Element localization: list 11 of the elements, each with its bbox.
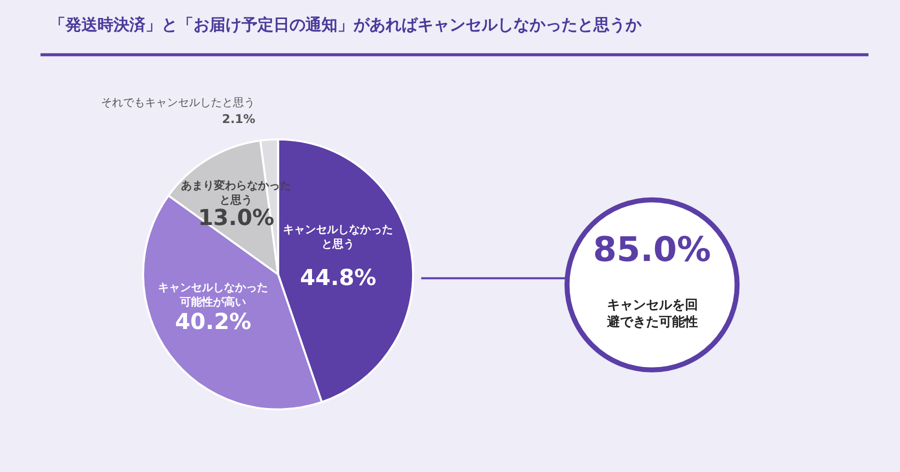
- text: 85.0%: [593, 230, 711, 270]
- chart-title: 「発送時決済」と「お届け予定日の通知」があればキャンセルしなかったと思うか: [50, 15, 642, 34]
- data-label: 13.0%: [198, 206, 274, 231]
- slice-label: キャンセルしなかったと思う: [283, 223, 393, 250]
- data-label: 44.8%: [300, 266, 376, 291]
- data-label: 2.1%: [222, 112, 256, 126]
- slice-label: あまり変わらなかったと思う: [181, 179, 291, 206]
- slice-label: キャンセルしなかった可能性が高い: [158, 281, 268, 308]
- slice-label: それでもキャンセルしたと思う: [101, 96, 255, 109]
- text: キャンセルを回避できた可能性: [606, 298, 698, 330]
- data-label: 40.2%: [175, 310, 252, 335]
